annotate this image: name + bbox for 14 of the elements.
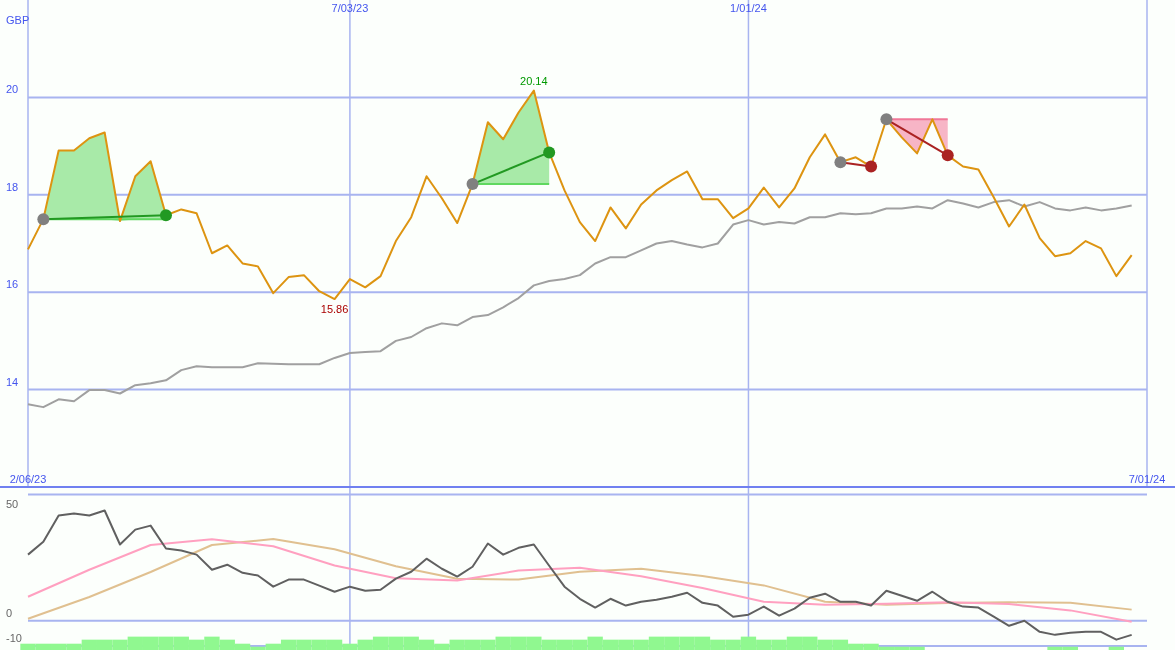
y-tick-label: 0 xyxy=(6,606,13,619)
y-tick-label: 16 xyxy=(6,278,19,291)
annotation: 20.14 xyxy=(520,74,548,87)
x2-tick-label: 7/03/23 xyxy=(331,2,369,14)
y-axis-title: GBP xyxy=(6,14,30,26)
x2-tick-label: 1/01/24 xyxy=(730,2,767,14)
annotation: 15.86 xyxy=(320,303,349,316)
x-tick-label: 7/01/24 xyxy=(1128,473,1166,485)
x-tick-label: 2/06/23 xyxy=(9,473,47,485)
y-tick-label: 18 xyxy=(6,180,19,193)
y-tick-label: 50 xyxy=(6,497,19,510)
y-tick-label: -10 xyxy=(6,631,22,644)
y-tick-label: 20 xyxy=(6,83,19,96)
y-tick-label: 14 xyxy=(6,375,19,388)
